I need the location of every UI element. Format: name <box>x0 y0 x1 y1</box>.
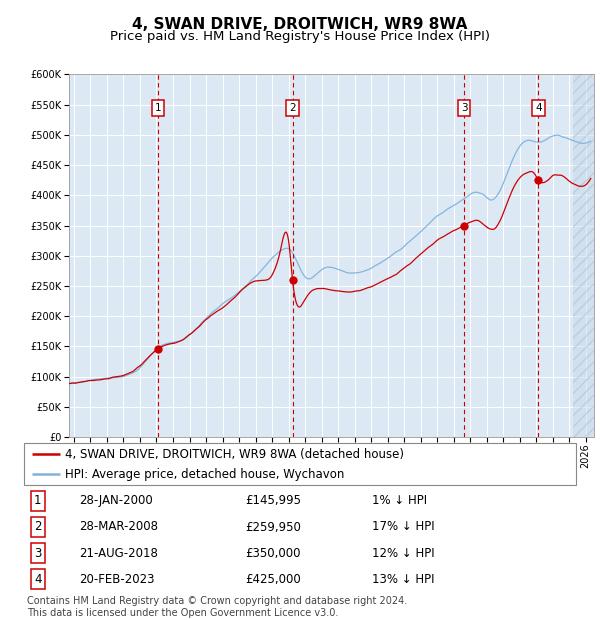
Text: 4: 4 <box>535 103 542 113</box>
Text: £145,995: £145,995 <box>245 495 301 507</box>
Text: 2: 2 <box>34 521 41 533</box>
Text: 1: 1 <box>34 495 41 507</box>
Text: 1: 1 <box>155 103 161 113</box>
Text: HPI: Average price, detached house, Wychavon: HPI: Average price, detached house, Wych… <box>65 468 345 481</box>
Text: 2: 2 <box>289 103 296 113</box>
FancyBboxPatch shape <box>24 443 576 485</box>
Text: 4: 4 <box>34 573 41 585</box>
Text: 17% ↓ HPI: 17% ↓ HPI <box>372 521 434 533</box>
Text: Contains HM Land Registry data © Crown copyright and database right 2024.
This d: Contains HM Land Registry data © Crown c… <box>27 596 407 618</box>
Text: £259,950: £259,950 <box>245 521 301 533</box>
Text: £350,000: £350,000 <box>245 547 301 559</box>
Text: 21-AUG-2018: 21-AUG-2018 <box>79 547 158 559</box>
Bar <box>574 74 594 437</box>
Text: 28-MAR-2008: 28-MAR-2008 <box>79 521 158 533</box>
Text: £425,000: £425,000 <box>245 573 301 585</box>
Text: 20-FEB-2023: 20-FEB-2023 <box>79 573 155 585</box>
Text: 3: 3 <box>34 547 41 559</box>
Text: 13% ↓ HPI: 13% ↓ HPI <box>372 573 434 585</box>
Text: 4, SWAN DRIVE, DROITWICH, WR9 8WA (detached house): 4, SWAN DRIVE, DROITWICH, WR9 8WA (detac… <box>65 448 404 461</box>
Text: 28-JAN-2000: 28-JAN-2000 <box>79 495 153 507</box>
Text: 3: 3 <box>461 103 467 113</box>
Text: 12% ↓ HPI: 12% ↓ HPI <box>372 547 434 559</box>
Text: 1% ↓ HPI: 1% ↓ HPI <box>372 495 427 507</box>
Text: 4, SWAN DRIVE, DROITWICH, WR9 8WA: 4, SWAN DRIVE, DROITWICH, WR9 8WA <box>133 17 467 32</box>
Text: Price paid vs. HM Land Registry's House Price Index (HPI): Price paid vs. HM Land Registry's House … <box>110 30 490 43</box>
